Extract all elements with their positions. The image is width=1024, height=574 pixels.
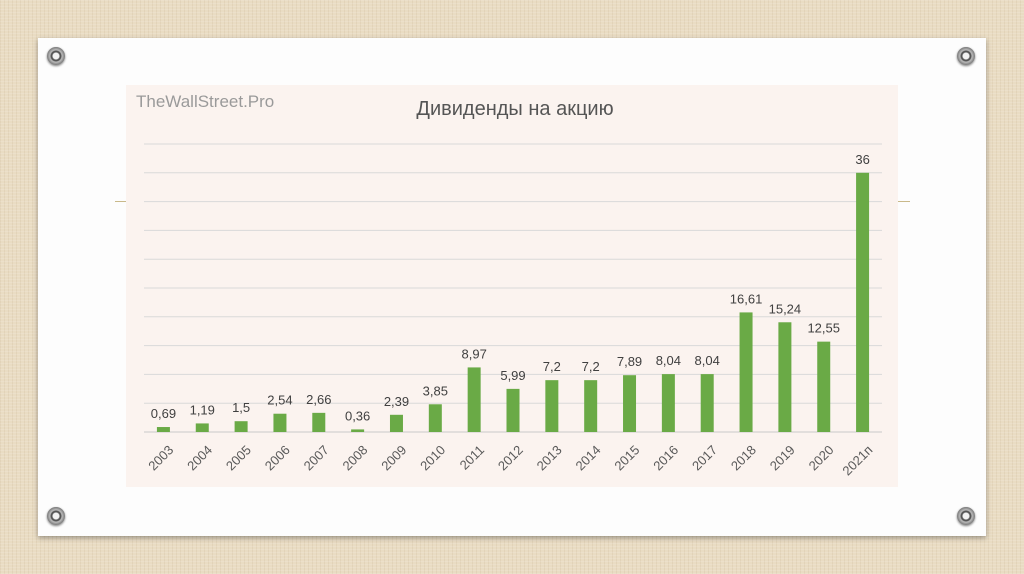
data-label: 7,89: [617, 354, 642, 369]
rivet-top-left-icon: [47, 47, 65, 65]
x-tick-label: 2009: [378, 442, 409, 473]
data-label: 0,36: [345, 408, 370, 423]
data-label: 15,24: [769, 301, 802, 316]
data-label: 12,55: [807, 321, 840, 336]
data-label: 2,54: [267, 393, 292, 408]
data-label: 1,19: [190, 402, 215, 417]
rivet-top-right-icon: [957, 47, 975, 65]
data-label: 5,99: [500, 368, 525, 383]
data-label: 8,04: [695, 353, 720, 368]
bar: [506, 388, 520, 432]
x-tick-label: 2016: [650, 442, 681, 473]
data-label: 3,85: [423, 383, 448, 398]
bar: [428, 404, 442, 432]
bar: [389, 414, 403, 432]
x-tick-label: 2006: [262, 442, 293, 473]
watermark-text: TheWallStreet.Pro: [136, 92, 275, 111]
chart-title: Дивиденды на акцию: [416, 98, 614, 120]
bar: [312, 412, 326, 432]
x-tick-label: 2004: [184, 442, 215, 473]
x-tick-label: 2012: [495, 442, 526, 473]
bar: [661, 374, 675, 432]
bar: [467, 367, 481, 432]
x-tick-label: 2007: [301, 442, 332, 473]
x-tick-label: 2011: [457, 442, 487, 472]
x-tick-label: 2003: [145, 442, 176, 473]
data-label: 2,66: [306, 392, 331, 407]
data-label: 7,2: [582, 359, 600, 374]
bar: [156, 427, 170, 432]
bar: [273, 413, 287, 432]
bar: [351, 429, 365, 432]
x-tick-label: 2017: [689, 442, 720, 473]
bar: [545, 380, 559, 432]
x-tick-label: 2018: [728, 442, 759, 473]
data-label: 2,39: [384, 394, 409, 409]
x-tick-label: 2008: [339, 442, 370, 473]
x-tick-label: 2015: [611, 442, 642, 473]
bar: [584, 380, 598, 432]
data-label: 8,97: [462, 346, 487, 361]
bar: [195, 423, 209, 432]
x-tick-label: 2021п: [839, 442, 875, 478]
x-tick-label: 2010: [417, 442, 448, 473]
data-label: 8,04: [656, 353, 681, 368]
x-tick-label: 2019: [767, 442, 798, 473]
data-label: 16,61: [730, 291, 763, 306]
accent-line-left: [115, 201, 127, 202]
bar: [700, 374, 714, 432]
bar: [623, 375, 637, 432]
data-label: 0,69: [151, 406, 176, 421]
data-label: 1,5: [232, 400, 250, 415]
data-label: 7,2: [543, 359, 561, 374]
bar: [778, 322, 792, 432]
bar: [856, 172, 870, 433]
data-label: 36: [855, 152, 869, 167]
x-tick-label: 2014: [573, 442, 604, 473]
x-tick-label: 2020: [806, 442, 837, 473]
rivet-bottom-right-icon: [957, 507, 975, 525]
bar: [739, 312, 753, 432]
accent-line-right: [898, 201, 910, 202]
rivet-bottom-left-icon: [47, 507, 65, 525]
x-tick-label: 2013: [534, 442, 565, 473]
x-tick-label: 2005: [223, 442, 254, 473]
bar: [817, 341, 831, 432]
bar: [234, 421, 248, 432]
